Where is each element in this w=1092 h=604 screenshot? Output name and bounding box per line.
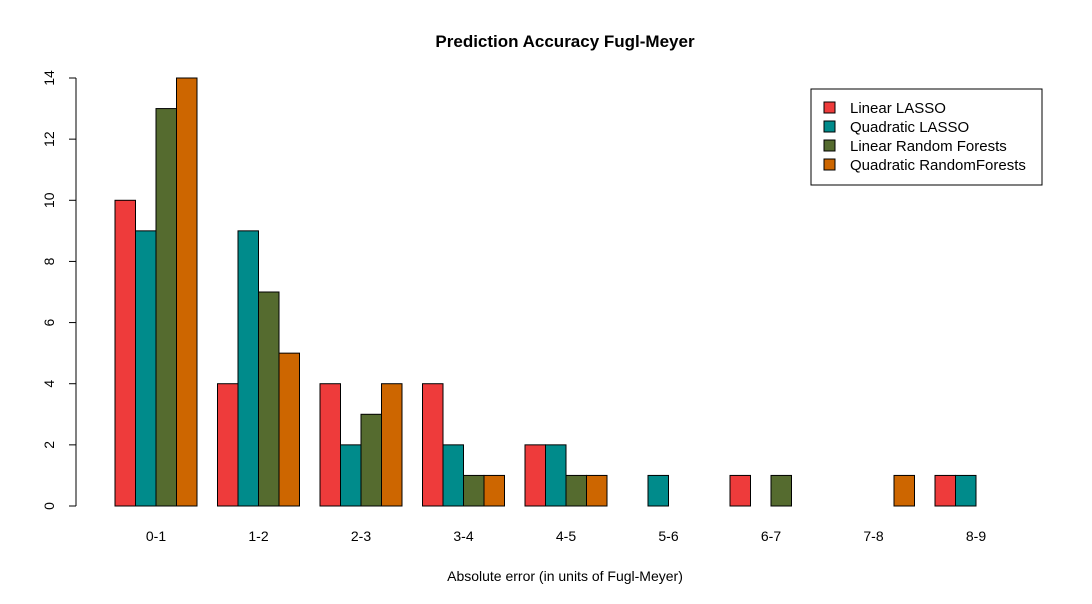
legend-swatch <box>823 139 836 152</box>
bars-group <box>114 77 977 507</box>
x-tick-label: 2-3 <box>351 528 371 544</box>
y-tick-label: 6 <box>41 318 57 326</box>
bar-2-3-linear-random-forests <box>360 413 382 507</box>
bar-2-3-linear-lasso <box>319 383 341 507</box>
bar-3-4-quadratic-lasso <box>442 444 464 507</box>
y-tick-label: 8 <box>41 257 57 265</box>
bar-7-8-quadratic-randomforests <box>893 474 915 507</box>
bar-0-1-linear-lasso <box>114 199 136 507</box>
bar-0-1-quadratic-lasso <box>135 230 157 507</box>
legend-swatch <box>823 120 836 133</box>
y-tick-label: 4 <box>41 380 57 388</box>
y-tick-label: 12 <box>41 131 57 147</box>
bar-0-1-quadratic-randomforests <box>176 77 198 507</box>
y-axis: 0 2 4 6 8 10 12 14 <box>41 70 77 510</box>
bar-4-5-linear-lasso <box>524 444 546 507</box>
bar-3-4-linear-random-forests <box>463 474 485 507</box>
y-tick-label: 2 <box>41 441 57 449</box>
bar-1-2-quadratic-lasso <box>237 230 259 507</box>
bar-8-9-quadratic-lasso <box>955 474 977 507</box>
legend-box <box>810 88 1043 186</box>
legend-label: Linear Random Forests <box>850 138 1007 155</box>
bar-1-2-quadratic-randomforests <box>278 352 300 507</box>
legend-swatch <box>823 101 836 114</box>
bar-0-1-linear-random-forests <box>155 108 177 507</box>
x-tick-label: 1-2 <box>248 528 268 544</box>
y-tick-label: 0 <box>41 502 57 510</box>
x-tick-label: 8-9 <box>966 528 986 544</box>
legend: Linear LASSO Quadratic LASSO Linear Random… <box>810 88 1043 186</box>
chart-title: Prediction Accuracy Fugl-Meyer <box>435 32 695 51</box>
legend-swatch <box>823 158 836 171</box>
x-tick-label: 3-4 <box>453 528 473 544</box>
x-tick-label: 4-5 <box>556 528 576 544</box>
bar-1-2-linear-random-forests <box>258 291 280 507</box>
bar-5-6-quadratic-lasso <box>647 474 669 507</box>
x-tick-label: 7-8 <box>863 528 883 544</box>
y-tick-label: 10 <box>41 192 57 208</box>
bar-4-5-quadratic-lasso <box>545 444 567 507</box>
x-tick-labels: 0-1 1-2 2-3 3-4 4-5 5-6 6-7 7-8 8-9 <box>146 528 986 544</box>
x-tick-label: 5-6 <box>658 528 678 544</box>
legend-label: Linear LASSO <box>850 100 946 117</box>
bar-4-5-quadratic-randomforests <box>586 474 608 507</box>
bar-2-3-quadratic-randomforests <box>381 383 403 507</box>
y-tick-label: 14 <box>41 70 57 86</box>
bar-3-4-quadratic-randomforests <box>483 474 505 507</box>
legend-label: Quadratic RandomForests <box>850 157 1026 174</box>
bar-2-3-quadratic-lasso <box>340 444 362 507</box>
x-axis-label: Absolute error (in units of Fugl-Meyer) <box>447 568 683 584</box>
bar-8-9-linear-lasso <box>934 474 956 507</box>
x-tick-label: 6-7 <box>761 528 781 544</box>
x-tick-label: 0-1 <box>146 528 166 544</box>
bar-6-7-linear-random-forests <box>770 474 792 507</box>
bar-4-5-linear-random-forests <box>565 474 587 507</box>
bar-1-2-linear-lasso <box>217 383 239 507</box>
bar-3-4-linear-lasso <box>422 383 444 507</box>
bar-6-7-linear-lasso <box>729 474 751 507</box>
legend-label: Quadratic LASSO <box>850 119 969 136</box>
